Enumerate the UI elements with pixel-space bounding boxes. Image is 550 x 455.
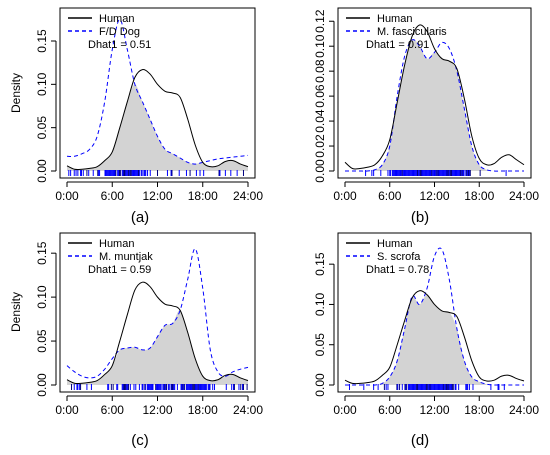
x-tick-label: 0:00	[333, 189, 357, 203]
x-tick-label: 12:00	[419, 403, 449, 417]
y-tick-label: 0.10	[313, 34, 327, 58]
legend-label: M. muntjak	[99, 251, 153, 263]
overlap-area	[345, 294, 524, 386]
series-line-species	[344, 39, 524, 172]
y-tick-label: 0.02	[313, 134, 327, 158]
series-line-human	[344, 290, 525, 385]
x-tick-label: 18:00	[464, 189, 494, 203]
x-tick-label: 18:00	[188, 189, 218, 203]
legend-overlap-label: Dhat1 = 0.51	[88, 39, 151, 51]
rug-marks	[68, 170, 244, 176]
panel-label: (b)	[411, 209, 429, 226]
y-tick-label: 0.08	[313, 59, 327, 83]
y-tick-label: 0.10	[313, 292, 327, 316]
panel-2: 0:00 6:00 12:00 18:00 24:000.000.020.040.060…	[313, 7, 539, 226]
plot-frame	[337, 7, 532, 179]
panel-label: (a)	[131, 209, 149, 226]
x-axis: 0:00 6:00 12:00 18:00 24:00	[333, 181, 539, 203]
series-line-human	[66, 69, 249, 171]
x-tick-label: 6:00	[101, 403, 125, 417]
y-tick-label: 0.15	[35, 241, 49, 265]
y-axis: 0.00 0.05 0.10 0.15	[35, 241, 57, 397]
x-tick-label: 12:00	[419, 189, 449, 203]
x-axis: 0:00 6:00 12:00 18:00 24:00	[55, 395, 263, 417]
panel-3: 0:00 6:00 12:00 18:00 24:00 0.00 0.05 0.10 0.15 D…	[9, 232, 263, 449]
legend-label: F/D Dog	[99, 26, 140, 38]
series-line-species	[66, 18, 249, 165]
plot-frame	[59, 7, 256, 179]
x-tick-label: 6:00	[378, 403, 402, 417]
y-tick-label: 0.15	[313, 252, 327, 276]
plot-frame	[59, 232, 256, 393]
overlap-area	[345, 39, 524, 172]
x-tick-label: 24:00	[509, 403, 539, 417]
panel-4: 0:00 6:00 12:00 18:00 24:00 0.00 0.05 0.10 0.15 H…	[313, 232, 539, 449]
x-tick-label: 6:00	[378, 189, 402, 203]
x-axis: 0:00 6:00 12:00 18:00 24:00	[333, 395, 539, 417]
y-axis: 0.00 0.05 0.10 0.15	[313, 252, 335, 397]
y-axis-label: Density	[9, 73, 23, 113]
y-tick-label: 0.05	[313, 333, 327, 357]
x-tick-label: 12:00	[142, 189, 172, 203]
panel-label: (c)	[131, 432, 149, 449]
legend-label: Human	[377, 13, 412, 25]
panel-1: 0:00 6:00 12:00 18:00 24:00 0.00 0.05 0.10 0.15 D…	[9, 7, 263, 226]
legend-label: Human	[99, 13, 134, 25]
y-tick-label: 0.12	[313, 9, 327, 33]
legend-label: M. fascicularis	[377, 26, 447, 38]
y-axis: 0.00 0.05 0.10 0.15	[35, 29, 57, 183]
y-tick-label: 0.05	[35, 116, 49, 140]
x-tick-label: 24:00	[233, 403, 263, 417]
overlap-area	[67, 310, 248, 385]
plot-frame	[337, 232, 532, 393]
rug-marks	[365, 170, 507, 176]
y-axis: 0.000.020.040.060.080.100.12	[313, 9, 335, 183]
y-tick-label: 0.05	[35, 329, 49, 353]
legend-label: S. scrofa	[377, 251, 421, 263]
x-tick-label: 0:00	[55, 403, 79, 417]
y-axis-label: Density	[9, 292, 23, 332]
y-tick-label: 0.10	[35, 72, 49, 96]
legend-label: Human	[99, 238, 134, 250]
legend-overlap-label: Dhat1 = 0.91	[366, 39, 429, 51]
legend-label: Human	[377, 238, 412, 250]
series-line-human	[344, 24, 525, 170]
legend-overlap-label: Dhat1 = 0.78	[366, 264, 429, 276]
series-line-human	[66, 281, 249, 385]
y-tick-label: 0.00	[35, 159, 49, 183]
y-tick-label: 0.15	[35, 29, 49, 53]
y-tick-label: 0.00	[313, 373, 327, 397]
y-tick-label: 0.04	[313, 109, 327, 133]
series-line-species	[345, 247, 524, 386]
x-tick-label: 24:00	[233, 189, 263, 203]
rug-marks	[71, 384, 248, 390]
y-tick-label: 0.00	[313, 159, 327, 183]
x-tick-label: 0:00	[55, 189, 79, 203]
y-tick-label: 0.06	[313, 84, 327, 108]
x-tick-label: 6:00	[101, 189, 125, 203]
x-axis: 0:00 6:00 12:00 18:00 24:00	[55, 181, 263, 203]
y-tick-label: 0.10	[35, 285, 49, 309]
y-tick-label: 0.00	[35, 373, 49, 397]
overlap-area	[67, 84, 248, 171]
series-line-species	[66, 248, 249, 379]
panel-label: (d)	[411, 432, 429, 449]
x-tick-label: 24:00	[509, 189, 539, 203]
x-tick-label: 18:00	[464, 403, 494, 417]
x-tick-label: 0:00	[333, 403, 357, 417]
x-tick-label: 12:00	[142, 403, 172, 417]
legend-overlap-label: Dhat1 = 0.59	[88, 264, 151, 276]
x-tick-label: 18:00	[188, 403, 218, 417]
